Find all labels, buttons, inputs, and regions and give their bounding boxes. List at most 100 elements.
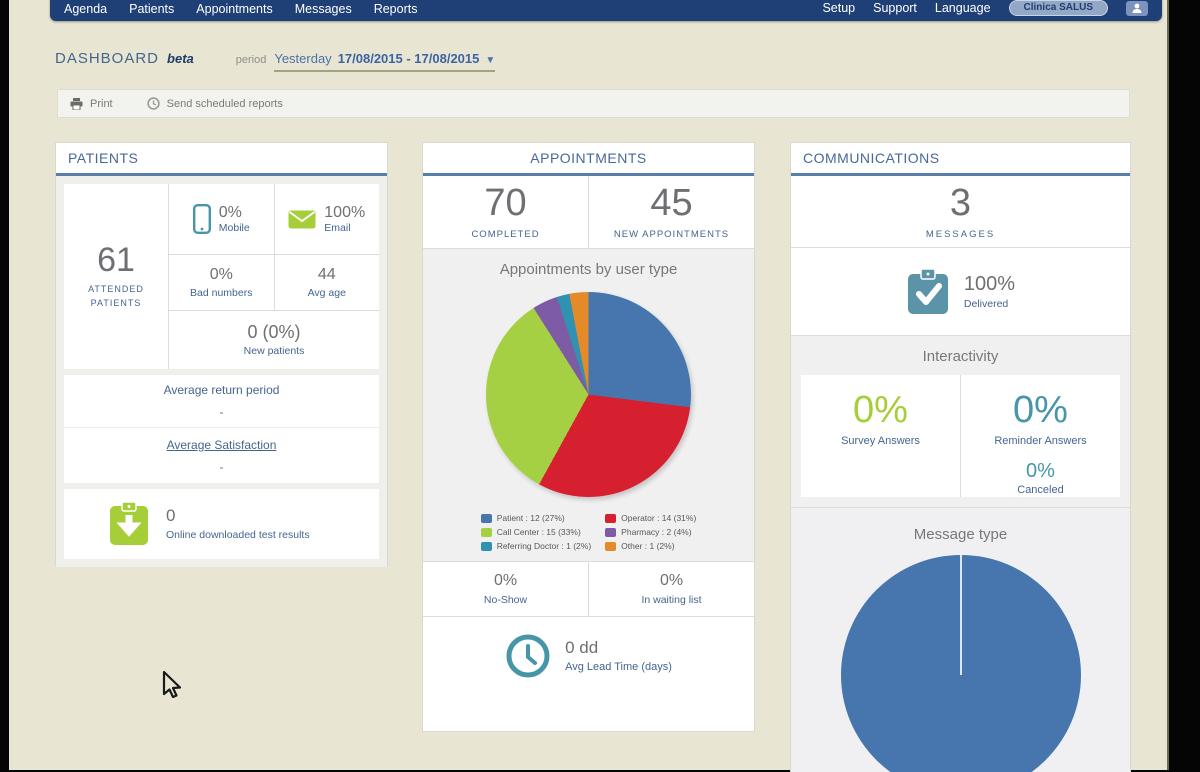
period-label: period — [235, 54, 267, 66]
completed-stat: 70 COMPLETED — [423, 176, 588, 248]
message-type-pie-chart — [840, 555, 1081, 772]
message-type-chart-title: Message type — [913, 526, 1008, 543]
reminder-answers-label: Reminder Answers — [994, 435, 1087, 447]
nav-item-support[interactable]: Support — [873, 1, 917, 15]
bad-numbers-value: 0% — [209, 266, 233, 284]
new-patients-label: New patients — [243, 345, 305, 358]
delivered-clipboard-check-icon — [907, 267, 948, 314]
mobile-label: Mobile — [218, 221, 250, 234]
appointments-panel: APPOINTMENTS 70 COMPLETED 45 NEW APPOINT… — [422, 142, 755, 732]
avg-age-label: Avg age — [307, 286, 346, 299]
lead-time-value: 0 dd — [565, 638, 599, 657]
legend-swatch — [605, 513, 617, 523]
send-reports-label: Send scheduled reports — [166, 97, 283, 110]
legend-item: Operator : 14 (31%) — [605, 513, 696, 523]
downloaded-results-value: 0 — [166, 506, 176, 526]
new-patients-value: 0 (0%) — [247, 321, 301, 342]
messages-stat: 3 MESSAGES — [791, 176, 1130, 248]
report-toolbar: Print Send scheduled reports — [57, 89, 1130, 118]
no-show-value: 0% — [493, 572, 518, 590]
attended-patients-stat: 61 ATTENDED PATIENTS — [64, 184, 168, 369]
top-navbar: Agenda Patients Appointments Messages Re… — [50, 0, 1162, 21]
print-button[interactable]: Print — [70, 97, 113, 110]
message-type-section: Message type — [791, 508, 1130, 772]
legend-label: Pharmacy : 2 (4%) — [621, 527, 692, 537]
completed-value: 70 — [484, 182, 527, 224]
new-appointments-label: NEW APPOINTMENTS — [613, 229, 730, 240]
attended-patients-label: ATTENDED PATIENTS — [88, 284, 144, 308]
appointments-chart-section: Appointments by user type Patient : 12 (… — [423, 248, 754, 562]
lead-time-label: Avg Lead Time (days) — [565, 661, 672, 673]
legend-swatch — [480, 541, 492, 551]
interactivity-section: Interactivity 0% Survey Answers 0% Remin… — [791, 336, 1130, 508]
user-profile-button[interactable] — [1126, 0, 1148, 16]
waiting-list-stat: 0% In waiting list — [589, 562, 754, 616]
appointments-chart-title: Appointments by user type — [499, 261, 678, 278]
messages-label: MESSAGES — [925, 228, 996, 240]
delivered-value: 100% — [963, 273, 1016, 295]
appointments-stats-row: 70 COMPLETED 45 NEW APPOINTMENTS — [423, 176, 754, 248]
average-return-period-stat: Average return period - — [64, 375, 379, 427]
nav-item-setup[interactable]: Setup — [822, 1, 856, 15]
screen-edge-left — [0, 0, 9, 772]
average-satisfaction-stat: Average Satisfaction - — [64, 428, 379, 483]
legend-label: Operator : 14 (31%) — [621, 513, 697, 523]
delivered-stat: 100% Delivered — [791, 248, 1130, 336]
nav-item-language[interactable]: Language — [934, 1, 991, 15]
survey-answers-value: 0% — [853, 389, 908, 431]
period-selector[interactable]: Yesterday 17/08/2015 - 17/08/2015 ▼ — [274, 51, 496, 72]
period-dates: 17/08/2015 - 17/08/2015 — [337, 51, 480, 66]
downloaded-results-stat: 0 Online downloaded test results — [64, 489, 379, 559]
nav-item-agenda[interactable]: Agenda — [64, 2, 108, 16]
legend-swatch — [605, 527, 617, 537]
average-satisfaction-link[interactable]: Average Satisfaction — [166, 437, 277, 452]
legend-item: Call Center : 15 (33%) — [480, 527, 591, 537]
delivered-label: Delivered — [963, 298, 1009, 310]
pie-radius-line — [959, 555, 962, 675]
avg-age-stat: 44 Avg age — [274, 255, 379, 310]
mobile-phone-icon — [192, 204, 211, 234]
appointments-by-user-type-pie-chart — [486, 292, 691, 497]
clock-icon — [506, 634, 550, 677]
lead-time-stat: 0 dd Avg Lead Time (days) — [423, 616, 754, 694]
legend-swatch — [605, 541, 617, 551]
reminder-answers-value: 0% — [1013, 389, 1068, 431]
communications-panel-title: COMMUNICATIONS — [791, 143, 1130, 176]
nav-right-menu: Setup Support Language Clinica SALUS — [822, 0, 1148, 16]
appointments-panel-title: APPOINTMENTS — [423, 143, 754, 176]
nav-item-patients[interactable]: Patients — [129, 2, 175, 16]
average-return-period-label: Average return period — [163, 383, 280, 397]
attended-patients-value: 61 — [97, 241, 135, 279]
send-scheduled-reports-button[interactable]: Send scheduled reports — [146, 97, 283, 110]
average-return-period-value: - — [219, 405, 224, 419]
mobile-stat: 0% Mobile — [169, 184, 274, 254]
nav-item-reports[interactable]: Reports — [373, 2, 418, 16]
bad-numbers-label: Bad numbers — [190, 286, 253, 299]
legend-item: Patient : 12 (27%) — [480, 513, 591, 523]
print-label: Print — [90, 97, 113, 110]
bad-numbers-stat: 0% Bad numbers — [169, 255, 274, 310]
patients-panel-body: 61 ATTENDED PATIENTS 0% Mobile — [56, 176, 387, 567]
email-stat: 100% Email — [274, 184, 379, 254]
new-patients-stat: 0 (0%) New patients — [169, 311, 379, 369]
account-button[interactable]: Clinica SALUS — [1008, 0, 1108, 16]
screen-edge-right — [1167, 0, 1200, 772]
screen-edge-bottom — [0, 770, 1200, 772]
legend-label: Patient : 12 (27%) — [496, 513, 565, 523]
legend-swatch — [480, 527, 492, 537]
nav-item-messages[interactable]: Messages — [294, 2, 352, 16]
mobile-value: 0% — [218, 204, 242, 222]
legend-label: Referring Doctor : 1 (2%) — [496, 541, 592, 551]
user-icon — [1132, 3, 1142, 13]
patients-panel-title: PATIENTS — [56, 143, 387, 176]
mouse-cursor — [162, 670, 182, 699]
appointments-substats-row: 0% No-Show 0% In waiting list — [423, 562, 754, 616]
survey-answers-label: Survey Answers — [841, 435, 920, 447]
new-appointments-value: 45 — [650, 182, 693, 224]
downloaded-results-label: Online downloaded test results — [166, 528, 310, 541]
nav-item-appointments[interactable]: Appointments — [196, 2, 273, 16]
canceled-label: Canceled — [1017, 484, 1064, 496]
reminder-answers-stat: 0% Reminder Answers 0% Canceled — [961, 375, 1120, 497]
legend-label: Other : 1 (2%) — [621, 541, 675, 551]
